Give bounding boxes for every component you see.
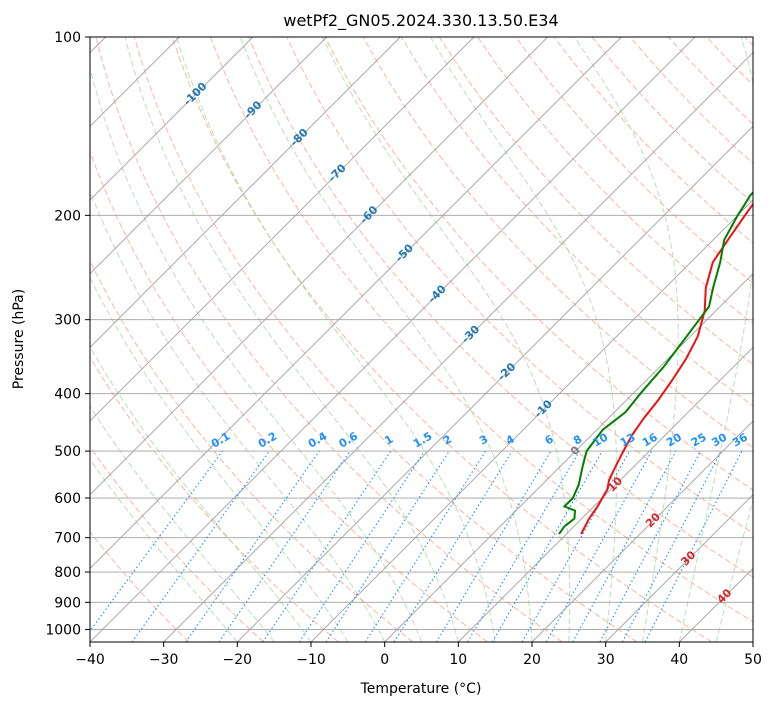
mixing-ratio-line [393,450,513,642]
moist-adiabat [90,405,275,642]
dry-adiabat [438,37,753,366]
dry-adiabat [171,37,712,642]
dry-adiabat [248,37,753,578]
y-tick-label: 900 [54,595,81,611]
dry-adiabat [95,37,563,642]
y-axis-label: Pressure (hPa) [11,289,27,389]
x-tick-label: 10 [449,652,467,668]
moist-adiabat [90,65,422,642]
y-tick-label: 700 [54,531,81,547]
isotherm-line [90,37,401,348]
x-axis-label: Temperature (°C) [360,681,482,697]
x-tick-label: 20 [523,652,541,668]
mixing-ratio-line [435,450,552,642]
y-tick-label: 800 [54,565,81,581]
moist-adiabat [430,37,617,642]
axis-ticks: −40 −30 −20 −10 0 10 20 30 40 50 1000 900 800 700 600 5… [45,30,762,668]
isotherm-line [752,641,753,642]
isotherm-line [237,125,753,642]
dry-adiabat [400,37,753,407]
isotherm-line [384,273,753,642]
isotherm-line [458,346,753,642]
y-tick-label: 300 [54,313,81,329]
mixing-ratio-line [364,450,486,642]
isotherm-line [90,37,548,496]
mixing-ratio-line [545,450,653,642]
isotherm-line [90,37,622,569]
mixing-ratio-line [491,450,603,642]
moist-adiabat [322,37,571,642]
moist-adiabat [90,458,238,642]
y-tick-label: 1000 [45,622,81,638]
moist-adiabat [239,37,533,642]
mixing-ratio-line [185,450,320,642]
isotherm-line [310,199,753,642]
mixing-ratio-line [467,450,580,642]
moist-adiabat [574,37,679,642]
isotherm-line [531,420,753,642]
isotherm-line [163,52,753,642]
isotherm-line [90,37,254,201]
isotherm-line [90,37,696,642]
guide-lines [90,37,753,642]
y-tick-label: 600 [54,491,81,507]
mixing-ratio-line [218,450,351,642]
moist-adiabat [678,37,753,642]
isotherm-line [605,494,753,642]
mixing-ratio-line [325,450,450,642]
isotherm-line [90,37,475,422]
x-tick-label: −20 [223,652,253,668]
x-tick-label: 0 [380,652,389,668]
x-tick-label: −30 [149,652,179,668]
x-tick-label: 50 [744,652,762,668]
x-tick-label: 30 [597,652,615,668]
y-tick-label: 500 [54,444,81,460]
dry-adiabat [90,356,339,642]
mixing-ratio-line [572,450,677,642]
dry-adiabat [210,37,753,623]
chart-title: wetPf2_GN05.2024.330.13.50.E34 [283,11,558,31]
moist-adiabat [124,37,459,642]
moist-adiabat [90,189,386,642]
dry-adiabat [90,531,190,642]
isotherm-line [90,37,327,275]
dewpoint-line [558,191,753,535]
x-tick-label: −40 [75,652,105,668]
temperature-line [580,202,753,535]
plot-frame [89,36,754,643]
moist-adiabat [90,345,312,642]
dry-adiabat [515,37,753,284]
moist-adiabat [90,276,349,642]
x-tick-label: 40 [670,652,688,668]
dry-adiabat [90,150,488,642]
y-tick-label: 400 [54,387,81,403]
x-tick-label: −10 [296,652,326,668]
mixing-ratio-line [521,450,630,642]
dry-adiabat [90,445,264,642]
y-tick-label: 200 [54,208,81,224]
dry-adiabat [133,37,638,642]
moist-adiabat [175,37,496,642]
plot-area [90,37,753,642]
profile-lines [558,191,753,535]
y-tick-label: 100 [54,30,81,46]
